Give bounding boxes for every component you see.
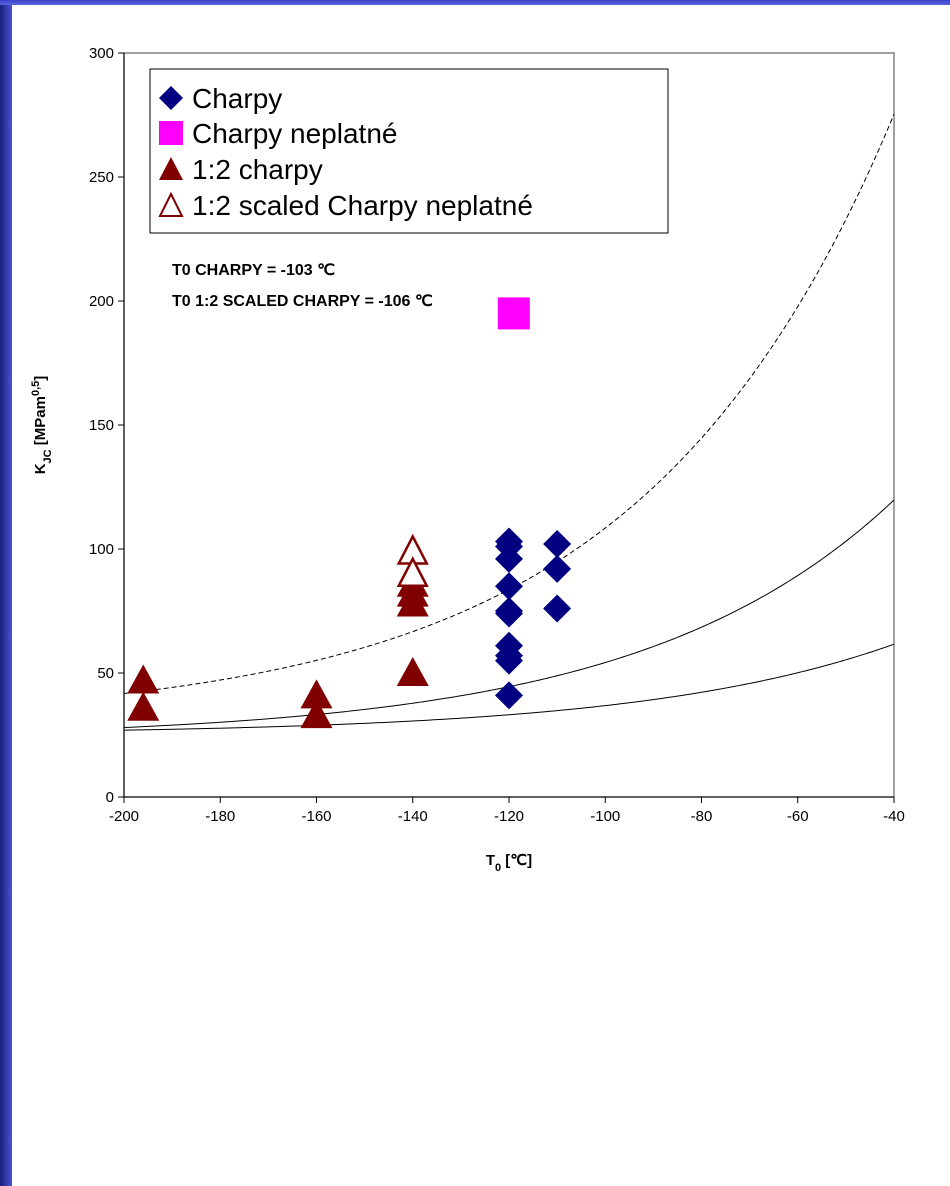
point-charpy xyxy=(495,681,523,710)
point-12-charpy xyxy=(127,664,160,694)
point-charpy-neplatne xyxy=(497,297,530,330)
legend-marker-12-scaled-neplatne xyxy=(158,191,184,217)
x-axis-title-unit: [℃] xyxy=(501,852,532,869)
point-charpy xyxy=(495,646,523,675)
point-12-charpy xyxy=(300,699,333,729)
legend-marker-charpy-neplatne xyxy=(159,121,183,145)
x-tick-label: -40 xyxy=(883,808,905,825)
slide-border xyxy=(0,0,12,1186)
legend-marker-charpy xyxy=(159,86,183,110)
point-charpy xyxy=(495,572,523,601)
legend: Charpy Charpy neplatné 1:2 charpy 1:2 sc… xyxy=(149,68,669,234)
legend-label-charpy-neplatne: Charpy neplatné xyxy=(192,118,397,149)
point-charpy xyxy=(495,544,523,573)
y-tick-label: 250 xyxy=(89,169,114,186)
x-tick-label: -100 xyxy=(590,808,620,825)
point-charpy xyxy=(543,554,572,583)
annotation-t0-charpy: T0 CHARPY = -103 ℃ xyxy=(172,262,335,279)
x-axis-title-main: T xyxy=(486,852,495,869)
x-tick-label: -160 xyxy=(301,808,331,825)
legend-label-charpy: Charpy xyxy=(192,83,282,114)
x-tick-label: -180 xyxy=(205,808,235,825)
y-axis-title: KJC [MPam0,5] xyxy=(30,376,54,475)
point-12-charpy xyxy=(396,657,429,686)
legend-box xyxy=(149,68,669,234)
y-axis-title-unit: [MPam xyxy=(32,396,49,449)
point-12-charpy xyxy=(396,587,429,617)
axes-layer: -200 -180 -160 -140 -120 -100 -80 -60 -40 0 50 100 1… xyxy=(89,45,905,825)
x-axis-title: T0 [℃] xyxy=(486,852,532,874)
point-charpy xyxy=(495,599,523,628)
y-tick-label: 50 xyxy=(97,665,114,682)
y-axis-title-sub: JC xyxy=(42,449,54,463)
y-tick-label: 200 xyxy=(89,293,114,310)
point-charpy xyxy=(543,530,572,559)
x-tick-label: -200 xyxy=(109,808,139,825)
point-12-charpy xyxy=(127,691,160,721)
y-tick-label: 0 xyxy=(106,789,114,806)
point-12-charpy xyxy=(300,679,333,709)
x-tick-label: -120 xyxy=(494,808,524,825)
fit-curve-1 xyxy=(123,643,895,731)
points-layer xyxy=(127,297,572,729)
y-axis-title-close: ] xyxy=(32,376,49,381)
x-tick-label: -80 xyxy=(691,808,713,825)
y-tick-label: 100 xyxy=(89,541,114,558)
point-12-scaled-neplatne xyxy=(396,556,429,588)
legend-label-12-charpy: 1:2 charpy xyxy=(192,154,323,185)
x-tick-label: -60 xyxy=(787,808,809,825)
legend-marker-12-charpy xyxy=(159,157,183,180)
x-axis-title-sub: 0 xyxy=(495,862,501,874)
y-axis-title-main: K xyxy=(32,463,49,474)
annotation-t0-scaled-charpy: T0 1:2 SCALED CHARPY = -106 ℃ xyxy=(172,293,433,310)
legend-label-12-scaled-neplatne: 1:2 scaled Charpy neplatné xyxy=(192,190,533,221)
y-axis-title-sup: 0,5 xyxy=(30,381,42,396)
y-tick-label: 300 xyxy=(89,45,114,62)
y-tick-label: 150 xyxy=(89,417,114,434)
point-charpy xyxy=(543,594,572,623)
slide-top-border xyxy=(0,0,950,5)
x-tick-label: -140 xyxy=(398,808,428,825)
